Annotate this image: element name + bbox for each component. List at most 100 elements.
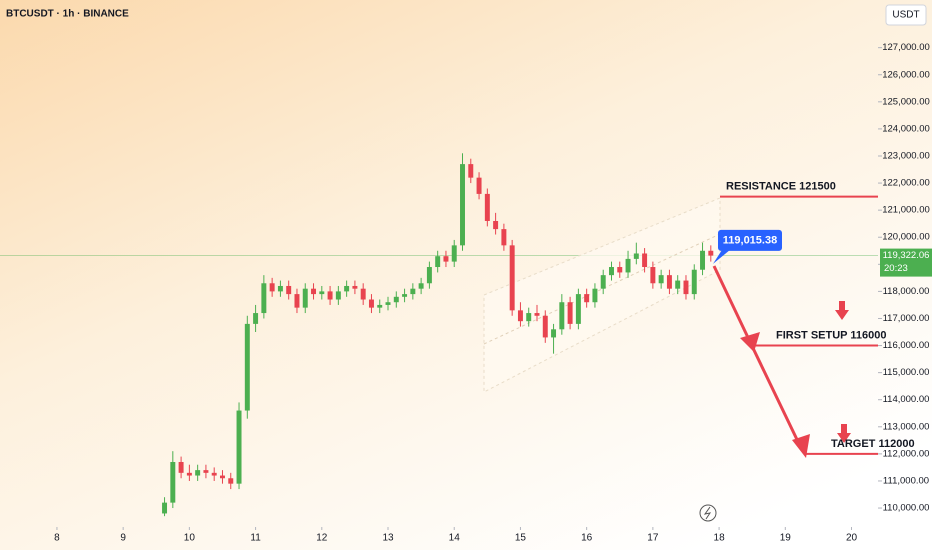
candle-body [393,296,399,303]
candle-body [302,288,308,308]
currency-box[interactable] [885,4,927,26]
arrows [712,265,851,458]
candle-body [443,256,449,262]
candle-body [675,280,681,289]
candle-body [162,502,168,514]
candle-body [186,472,192,476]
candle-body [344,285,350,292]
candle-body [534,313,540,316]
candle-body [658,275,664,284]
candle-body [253,313,259,324]
level-label: FIRST SETUP 116000 [776,329,886,341]
x-tick-label: 13 [382,533,394,544]
candle-body [294,294,300,308]
y-tick-label: 125,000.00 [882,96,930,107]
y-tick-label: 126,000.00 [882,69,930,80]
arrow-line [712,265,754,347]
flash-bolt[interactable] [703,506,712,520]
candle-body [493,220,499,230]
candle-body [402,294,408,297]
candle-body [219,475,225,479]
flash-circle[interactable] [699,504,717,522]
candle-body [650,267,656,284]
candle-body [236,410,242,484]
candle-body [592,288,598,303]
candle-body [195,470,201,476]
x-tick-label: 12 [316,533,328,544]
candle-body [468,164,474,178]
candle-body [575,294,581,324]
x-tick-label: 14 [449,533,461,544]
candle-body [526,313,532,322]
y-tick-label: 121,000.00 [882,205,930,216]
candle-body [435,256,441,268]
candle-body [410,288,416,295]
candle-body [584,294,590,303]
candle-body [542,315,548,338]
candle-body [460,164,465,246]
candle-body [335,291,341,300]
down-arrow [835,301,849,320]
currency[interactable]: USDT [892,10,919,21]
y-tick-label: 120,000.00 [882,232,930,243]
candle-body [269,283,275,292]
candle-body [501,229,507,246]
last-price-label: 119,322.06 [883,250,930,261]
candle-body [211,472,217,476]
candle-body [385,302,391,305]
candle-body [700,250,706,270]
countdown: 20:23 [884,263,908,274]
candle-body [451,245,457,262]
channel [483,197,721,393]
candle-body [178,462,184,473]
candle-body [642,253,648,268]
y-tick-label: 117,000.00 [883,313,930,324]
y-tick-label: 110,000.00 [883,503,930,514]
candle-body [261,283,267,314]
x-tick-label: 19 [780,533,792,544]
candle-body [708,250,714,256]
y-tick-label: 113,000.00 [883,421,930,432]
y-tick-label: 116,000.00 [883,340,930,351]
chart-title: BTCUSDT · 1h · BINANCE [6,9,129,20]
candle-body [203,470,209,473]
y-tick-label: 111,000.00 [883,475,929,486]
candle-body [633,253,639,259]
candle-body [170,462,176,503]
candles [162,153,714,517]
candle-body [609,267,614,276]
arrow-head [792,434,810,458]
marker-badge [718,229,782,251]
y-tick-label: 114,000.00 [883,394,930,405]
candle-body [377,304,383,308]
candle-body [551,329,557,338]
candle-body [476,177,482,194]
y-tick-label: 115,000.00 [883,367,930,378]
candle-body [484,193,490,221]
y-tick-label: 127,000.00 [882,42,930,53]
channel-area [483,197,721,393]
x-tick-label: 8 [54,533,60,544]
candle-body [600,275,606,289]
y-tick-label: 112,000.00 [883,448,930,459]
candle-body [319,291,325,295]
level-label: TARGET 112000 [831,438,915,450]
marker-label: 119,015.38 [723,234,777,246]
y-tick-label: 122,000.00 [882,178,930,189]
x-tick-label: 11 [250,533,261,544]
x-tick-label: 10 [184,533,196,544]
candle-body [311,288,317,295]
candle-body [559,302,565,330]
arrow-line [750,345,804,451]
candle-body [517,310,523,322]
candle-body [418,283,424,289]
y-tick-label: 118,000.00 [883,286,930,297]
candle-body [277,285,283,292]
candle-body [691,269,697,295]
candle-body [509,245,515,311]
x-tick-label: 16 [581,533,593,544]
x-tick-label: 15 [515,533,527,544]
flash-icon[interactable] [699,504,717,522]
y-tick-label: 124,000.00 [882,123,930,134]
